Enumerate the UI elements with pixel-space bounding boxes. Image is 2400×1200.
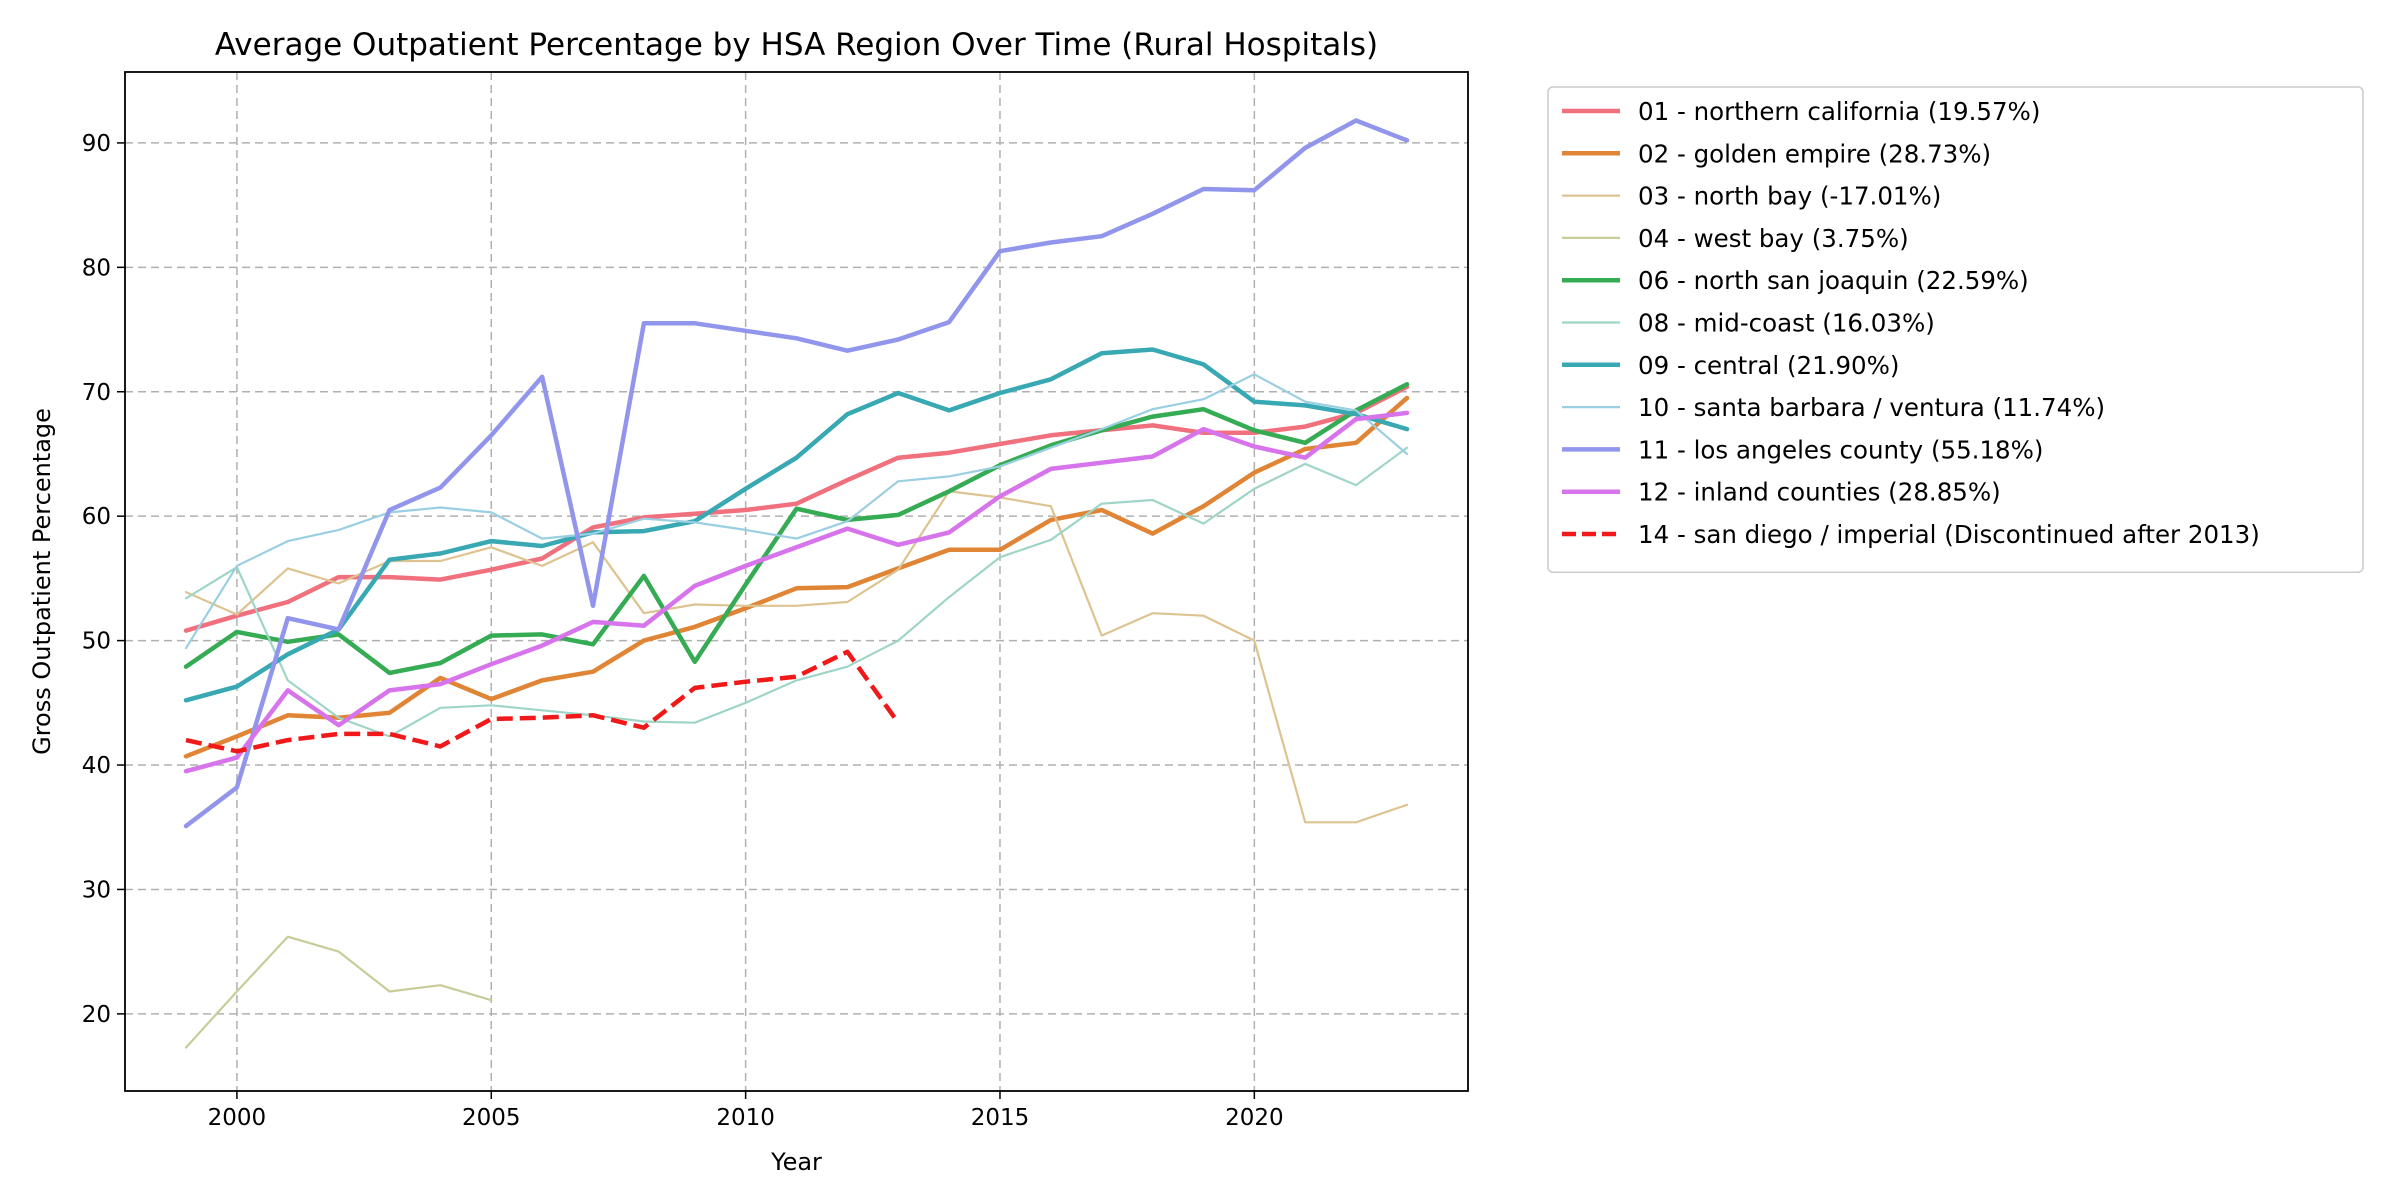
series-line-5	[183, 382, 1410, 676]
x-axis-title: Year	[770, 1148, 822, 1176]
x-tick-label: 2000	[208, 1105, 267, 1131]
legend-entry: 01 - northern california (19.57%)	[1638, 97, 2040, 126]
legend-entry: 08 - mid-coast (16.03%)	[1638, 309, 1935, 338]
series-line-2	[183, 395, 1410, 759]
legend-entry: 10 - santa barbara / ventura (11.74%)	[1638, 393, 2105, 422]
legend-entry: 06 - north san joaquin (22.59%)	[1638, 266, 2029, 295]
series-layer	[183, 118, 1410, 1049]
legend-entry: 04 - west bay (3.75%)	[1638, 224, 1909, 253]
series-line-1	[183, 384, 1410, 633]
y-tick-label: 30	[82, 877, 111, 903]
legend-entry: 12 - inland counties (28.85%)	[1638, 478, 2001, 507]
chart-title: Average Outpatient Percentage by HSA Reg…	[215, 27, 1378, 63]
legend-entry: 02 - golden empire (28.73%)	[1638, 139, 1991, 168]
y-tick-label: 80	[82, 255, 111, 281]
y-tick-label: 90	[82, 131, 111, 157]
legend-entry: 03 - north bay (-17.01%)	[1638, 182, 1941, 211]
y-tick-label: 60	[82, 504, 111, 530]
legend-entry: 09 - central (21.90%)	[1638, 351, 1900, 380]
series-line-4	[184, 935, 493, 1049]
legend-frame	[1547, 86, 2364, 574]
legend-entry: 11 - los angeles county (55.18%)	[1638, 435, 2043, 464]
x-tick-label: 2020	[1225, 1105, 1284, 1131]
series-line-11	[185, 649, 901, 754]
series-line-6	[184, 446, 1409, 738]
series-line-7	[183, 347, 1410, 703]
x-tick-label: 2005	[462, 1105, 521, 1131]
y-tick-label: 50	[82, 629, 111, 655]
y-axis-title: Gross Outpatient Percentage	[28, 408, 56, 755]
legend: 01 - northern california (19.57%) 02 - go…	[1547, 86, 2364, 574]
y-tick-label: 40	[82, 753, 111, 779]
y-tick-label: 70	[82, 380, 111, 406]
y-tick-label: 20	[82, 1002, 111, 1028]
series-line-9	[183, 118, 1410, 829]
series-line-10	[183, 410, 1410, 774]
plot-frame	[124, 71, 1469, 1092]
x-tick-label: 2015	[971, 1105, 1030, 1131]
legend-entry: 14 - san diego / imperial (Discontinued …	[1638, 520, 2260, 549]
x-tick-label: 2010	[716, 1105, 775, 1131]
